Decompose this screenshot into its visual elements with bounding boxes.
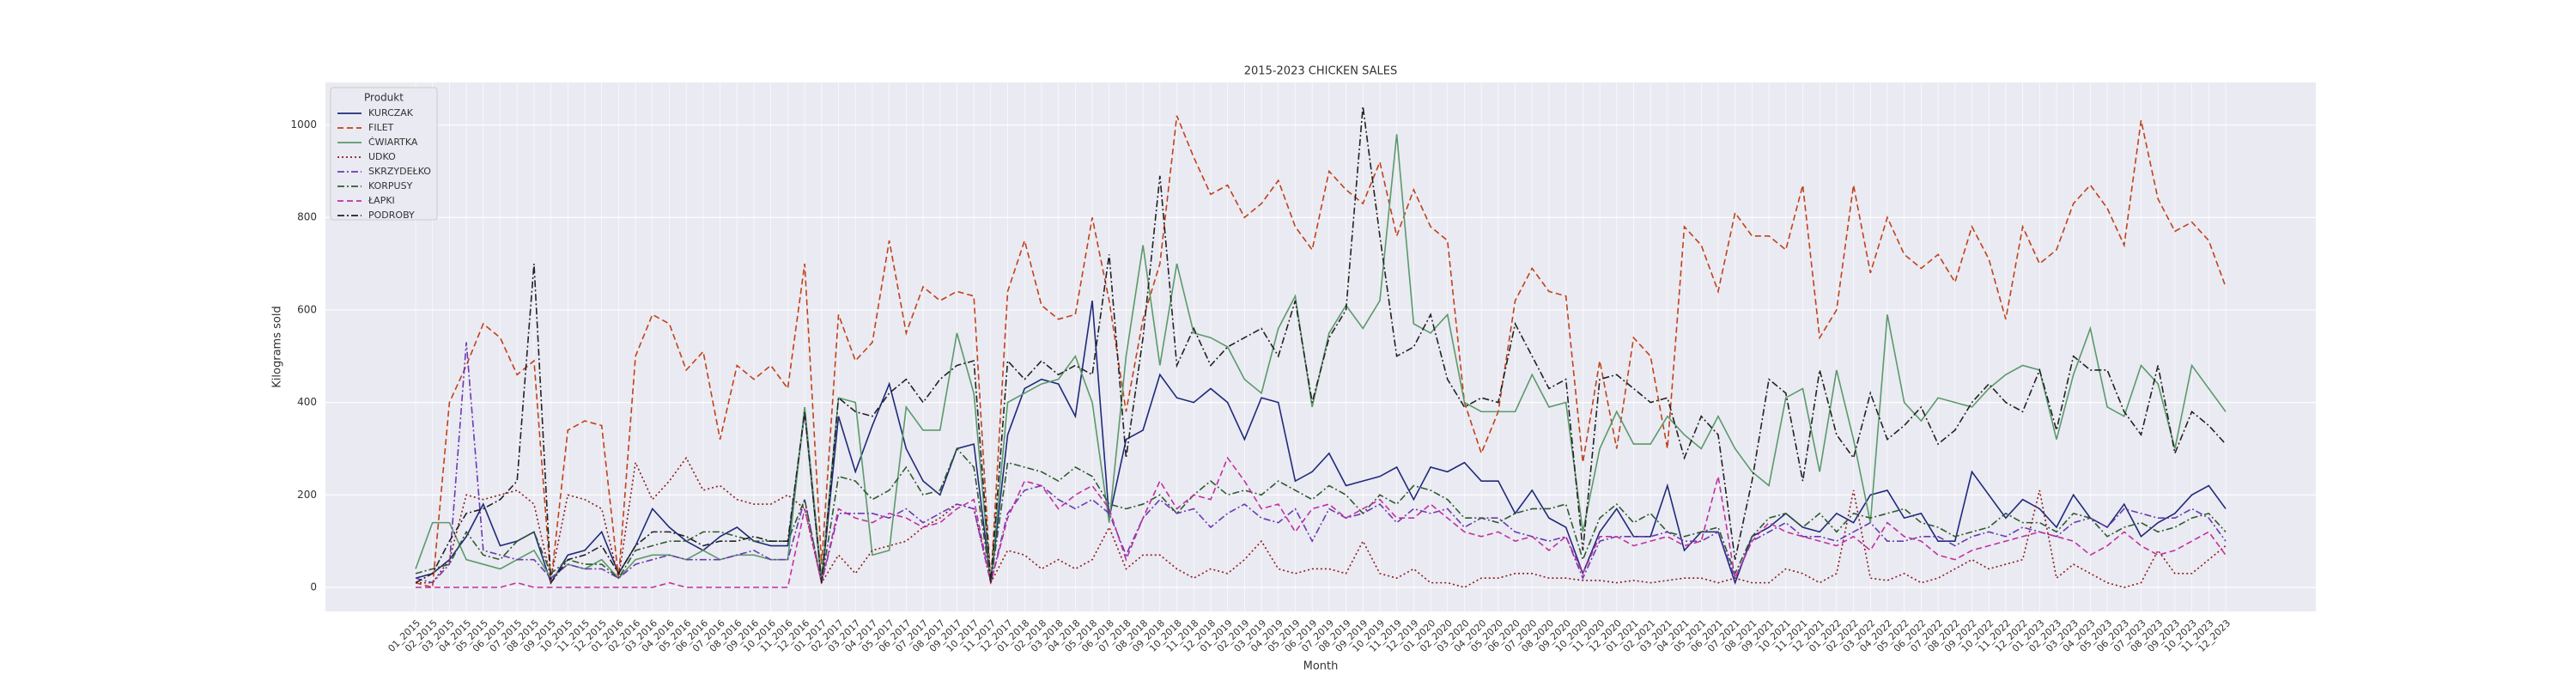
series-line	[415, 106, 2227, 585]
y-tick-label: 0	[310, 581, 317, 593]
series-line	[416, 456, 2227, 588]
series-line	[415, 301, 2227, 586]
legend-label: UDKO	[368, 151, 396, 162]
legend-label: KURCZAK	[368, 107, 414, 119]
series-line	[416, 456, 2227, 588]
legend-label: ŁAPKI	[368, 195, 395, 206]
y-axis-label: Kilograms sold	[271, 306, 284, 387]
series-line	[415, 342, 2227, 584]
plot-background	[325, 82, 2316, 611]
chart-title: 2015-2023 CHICKEN SALES	[1244, 65, 1397, 78]
legend-label: SKRZYDEŁKO	[368, 166, 431, 177]
legend-label: PODROBY	[368, 210, 415, 221]
legend-title: Produkt	[364, 92, 404, 104]
y-tick-label: 800	[297, 211, 317, 223]
series-line	[415, 115, 2227, 589]
y-tick-label: 600	[297, 303, 317, 315]
legend-label: FILET	[368, 122, 394, 133]
legend-label: KORPUSY	[368, 180, 413, 192]
y-tick-label: 200	[297, 489, 317, 501]
series-line	[415, 447, 2227, 583]
y-tick-label: 1000	[290, 119, 317, 131]
y-tick-label: 400	[297, 396, 317, 408]
legend-label: ĆWIARTKA	[368, 137, 418, 148]
x-axis-label: Month	[1303, 660, 1339, 673]
